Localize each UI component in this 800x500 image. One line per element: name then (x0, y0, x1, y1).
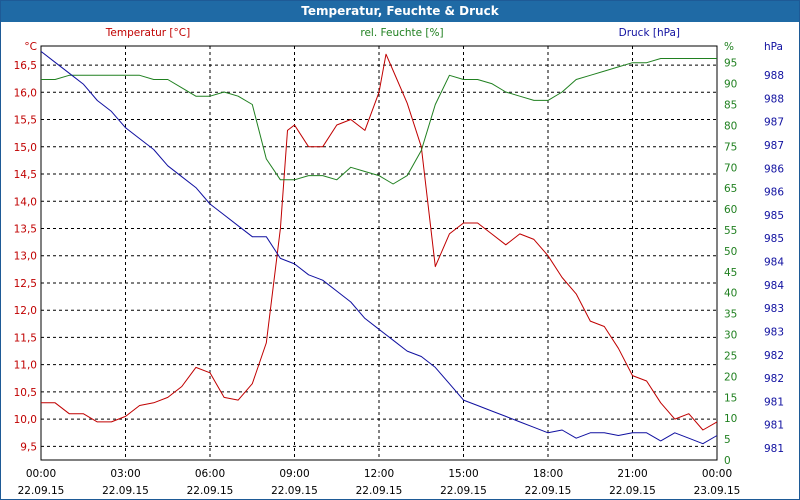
humidity-tick-label: 30 (724, 330, 737, 342)
x-tick-date: 22.09.15 (271, 485, 318, 497)
x-tick-time: 18:00 (533, 468, 563, 480)
temperature-tick-label: 12,0 (14, 305, 37, 317)
temperature-tick-label: 15,0 (14, 142, 37, 154)
grid (41, 46, 717, 460)
humidity-tick-label: 85 (724, 100, 737, 112)
pressure-tick-label: 986 (764, 187, 784, 199)
pressure-tick-label: 988 (764, 70, 784, 82)
humidity-tick-label: 60 (724, 204, 737, 216)
pressure-tick-label: 987 (764, 117, 784, 129)
humidity-tick-label: 70 (724, 162, 737, 174)
x-tick-time: 21:00 (617, 468, 647, 480)
pressure-tick-label: 982 (764, 350, 784, 362)
pressure-tick-label: 984 (764, 257, 784, 269)
pressure-tick-label: 988 (764, 93, 784, 105)
temperature-tick-label: 9,5 (20, 441, 37, 453)
humidity-tick-label: 10 (724, 413, 737, 425)
x-tick-date: 22.09.15 (525, 485, 572, 497)
temperature-axis-title: Temperatur [°C] (105, 27, 190, 39)
x-tick-time: 15:00 (448, 468, 478, 480)
x-tick-time: 00:00 (702, 468, 732, 480)
axis-labels: 9,5 10,0 10,5 11,0 11,5 12,0 12,5 13,0 13,5 14,0 1… (14, 27, 785, 497)
pressure-tick-label: 985 (764, 210, 784, 222)
temperature-tick-label: 10,5 (14, 387, 37, 399)
plot-area (40, 45, 718, 461)
temperature-tick-label: 15,5 (14, 115, 37, 127)
humidity-tick-label: 40 (724, 288, 737, 300)
humidity-tick-label: 5 (724, 434, 731, 446)
pressure-unit: hPa (764, 41, 783, 53)
x-tick-date: 22.09.15 (102, 485, 149, 497)
humidity-tick-label: 0 (724, 455, 731, 467)
humidity-tick-label: 15 (724, 392, 737, 404)
x-tick-time: 03:00 (110, 468, 140, 480)
humidity-tick-label: 65 (724, 183, 737, 195)
humidity-unit: % (724, 41, 734, 53)
series-line-temperature (41, 53, 718, 431)
temperature-tick-label: 14,5 (14, 169, 37, 181)
humidity-tick-label: 20 (724, 371, 737, 383)
temperature-tick-label: 16,5 (14, 60, 37, 72)
temperature-tick-label: 16,0 (14, 87, 37, 99)
temperature-tick-label: 10,0 (14, 414, 37, 426)
window-title: Temperatur, Feuchte & Druck (1, 1, 799, 22)
humidity-axis-title: rel. Feuchte [%] (360, 27, 443, 39)
series-lines (40, 51, 718, 445)
pressure-tick-label: 985 (764, 233, 784, 245)
temperature-tick-label: 12,5 (14, 278, 37, 290)
pressure-tick-label: 987 (764, 140, 784, 152)
x-tick-date: 22.09.15 (356, 485, 403, 497)
pressure-tick-label: 981 (764, 443, 784, 455)
x-tick-date: 23.09.15 (694, 485, 741, 497)
humidity-tick-label: 80 (724, 120, 737, 132)
x-tick-time: 12:00 (364, 468, 394, 480)
temperature-tick-label: 11,0 (14, 360, 37, 372)
x-tick-date: 22.09.15 (440, 485, 487, 497)
x-tick-date: 22.09.15 (609, 485, 656, 497)
x-tick-date: 22.09.15 (18, 485, 65, 497)
pressure-tick-label: 983 (764, 326, 784, 338)
x-tick-time: 09:00 (279, 468, 309, 480)
humidity-tick-label: 95 (724, 58, 737, 70)
series-line-pressure (40, 51, 718, 445)
pressure-tick-label: 982 (764, 373, 784, 385)
pressure-tick-label: 983 (764, 303, 784, 315)
humidity-tick-label: 25 (724, 350, 737, 362)
humidity-tick-label: 50 (724, 246, 737, 258)
x-tick-time: 00:00 (26, 468, 56, 480)
temperature-tick-label: 13,0 (14, 251, 37, 263)
pressure-tick-label: 981 (764, 420, 784, 432)
pressure-tick-label: 984 (764, 280, 784, 292)
humidity-tick-label: 75 (724, 141, 737, 153)
x-tick-time: 06:00 (195, 468, 225, 480)
pressure-tick-label: 986 (764, 163, 784, 175)
temperature-tick-label: 11,5 (14, 332, 37, 344)
humidity-tick-label: 35 (724, 309, 737, 321)
pressure-axis-title: Druck [hPa] (619, 27, 680, 39)
temperature-unit: °C (24, 41, 37, 53)
temperature-tick-label: 13,5 (14, 223, 37, 235)
series-line-humidity (41, 58, 717, 185)
x-tick-date: 22.09.15 (187, 485, 234, 497)
humidity-tick-label: 55 (724, 225, 737, 237)
temperature-tick-label: 14,0 (14, 196, 37, 208)
pressure-tick-label: 981 (764, 396, 784, 408)
humidity-tick-label: 90 (724, 79, 737, 91)
humidity-tick-label: 45 (724, 267, 737, 279)
